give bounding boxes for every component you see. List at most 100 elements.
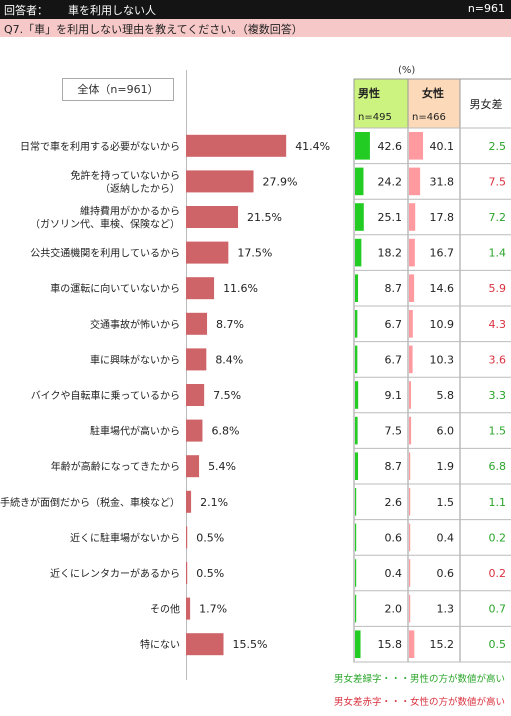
bar (186, 562, 188, 584)
male-value: 0.4 (385, 567, 403, 580)
female-bar (409, 523, 411, 552)
male-bar (355, 488, 357, 516)
bar-value-label: 8.4% (215, 353, 243, 366)
category-label: 車に興味がないから (90, 353, 180, 366)
category-label: 公共交通機関を利用しているから (30, 247, 180, 260)
diff-value: 4.3 (489, 318, 507, 331)
bar (186, 206, 239, 228)
female-value: 16.7 (430, 247, 455, 260)
female-value: 0.6 (437, 567, 455, 580)
diff-value: 0.7 (489, 603, 507, 616)
bar-value-label: 17.5% (237, 247, 272, 260)
bar-value-label: 8.7% (216, 318, 244, 331)
table-border (353, 78, 511, 663)
bar (186, 419, 203, 442)
male-bar (355, 381, 359, 409)
unit-label: (%) (398, 65, 416, 76)
header-bar: 回答者： 車を利用しない人 n=961 (0, 0, 511, 19)
female-value: 15.2 (430, 638, 455, 651)
category-label: 年齢が高齢になってきたから (51, 460, 180, 473)
male-value: 2.0 (385, 603, 403, 616)
bar (186, 241, 229, 264)
female-bar (409, 381, 412, 409)
male-bar (355, 238, 362, 267)
bar (186, 134, 287, 157)
male-value: 18.2 (378, 247, 403, 260)
male-bar (355, 416, 358, 445)
female-value: 14.6 (430, 282, 455, 295)
bar (186, 490, 192, 513)
female-bar (409, 310, 413, 338)
female-bar (409, 452, 411, 480)
legend-red: 男女差赤字・・・女性の方が数値が高い (333, 697, 505, 708)
bar-value-label: 6.8% (211, 425, 239, 438)
bar-value-label: 21.5% (247, 211, 282, 224)
bar-value-label: 1.7% (199, 603, 227, 616)
bar-value-label: 2.1% (200, 496, 228, 509)
male-value: 8.7 (385, 282, 403, 295)
female-value: 17.8 (430, 211, 455, 224)
female-bar (409, 167, 421, 196)
female-value: 0.4 (437, 531, 455, 544)
male-bar (355, 523, 357, 552)
diff-value: 1.4 (489, 247, 507, 260)
diff-value: 5.9 (489, 282, 507, 295)
bar-value-label: 0.5% (196, 531, 224, 544)
diff-value: 2.5 (489, 140, 507, 153)
male-header: 男性 (358, 86, 380, 100)
male-value: 15.8 (378, 638, 403, 651)
female-header-bg (408, 79, 460, 128)
male-bar (355, 132, 370, 160)
bar-value-label: 27.9% (263, 175, 298, 188)
total-n: n=961 (467, 2, 505, 15)
category-label: 日常で車を利用する必要がないから (20, 140, 180, 153)
male-bar (355, 310, 358, 338)
overall-label: 全体（n=961） (62, 78, 174, 101)
male-value: 8.7 (385, 460, 403, 473)
diff-value: 1.5 (489, 425, 507, 438)
female-value: 5.8 (437, 389, 455, 402)
diff-value: 6.8 (489, 460, 507, 473)
category-label: 駐車場代が高いから (90, 425, 180, 438)
male-value: 6.7 (385, 318, 403, 331)
female-bar (409, 630, 415, 658)
female-bar (409, 203, 416, 231)
male-bar (355, 559, 357, 587)
female-bar (409, 274, 415, 302)
category-label: 近くに駐車場がないから (70, 531, 180, 544)
category-label: バイクや自転車に乗っているから (31, 389, 180, 402)
category-label: 手続きが面倒だから（税金、車検など） (0, 496, 180, 509)
diff-value: 0.2 (489, 567, 507, 580)
male-value: 24.2 (378, 175, 403, 188)
male-bar (355, 274, 359, 302)
bar (186, 633, 224, 656)
diff-value: 7.2 (489, 211, 507, 224)
male-bar (355, 345, 358, 374)
category-label: 特にない (140, 639, 180, 651)
female-value: 1.3 (437, 603, 455, 616)
female-value: 1.9 (437, 460, 455, 473)
female-value: 31.8 (430, 175, 455, 188)
bar (186, 384, 205, 406)
female-n: n=466 (412, 112, 446, 123)
bar (186, 348, 207, 371)
diff-value: 3.3 (489, 389, 507, 402)
category-label: 免許を持っていないから（返納したから） (71, 169, 181, 195)
category-label: 維持費用がかかるから（ガソリン代、車検、保険など） (30, 205, 180, 231)
female-bar (409, 488, 411, 516)
male-value: 6.7 (385, 353, 403, 366)
male-bar (355, 630, 361, 658)
bar (186, 277, 215, 300)
female-value: 10.9 (430, 318, 455, 331)
category-label: 近くにレンタカーがあるから (50, 567, 180, 580)
female-bar (409, 559, 411, 587)
axis-line (186, 70, 187, 680)
male-value: 25.1 (378, 211, 403, 224)
female-value: 1.5 (437, 496, 455, 509)
female-bar (409, 238, 415, 267)
female-bar (409, 594, 411, 623)
male-bar (355, 594, 357, 623)
bar-value-label: 5.4% (208, 460, 236, 473)
diff-value: 3.6 (489, 353, 507, 366)
